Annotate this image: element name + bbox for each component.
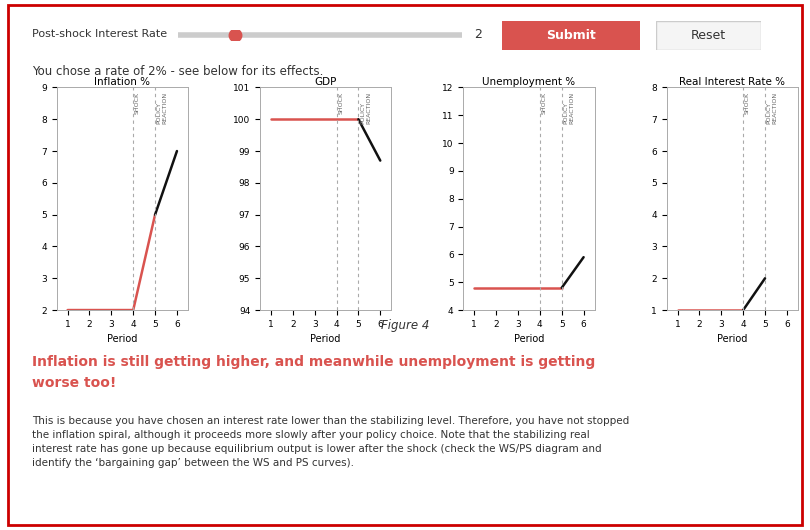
Text: POLICY
REACTION: POLICY REACTION [767, 92, 778, 124]
Title: Inflation %: Inflation % [94, 77, 151, 87]
X-axis label: Period: Period [717, 334, 748, 344]
Text: You chose a rate of 2% - see below for its effects.: You chose a rate of 2% - see below for i… [32, 65, 324, 78]
Text: POLICY
REACTION: POLICY REACTION [564, 92, 574, 124]
Title: GDP: GDP [314, 77, 337, 87]
Text: POLICY
REACTION: POLICY REACTION [360, 92, 371, 124]
Text: SHOCK: SHOCK [339, 92, 343, 114]
Text: SHOCK: SHOCK [542, 92, 547, 114]
Text: Submit: Submit [546, 29, 596, 42]
FancyBboxPatch shape [502, 21, 640, 50]
Text: SHOCK: SHOCK [135, 92, 140, 114]
FancyBboxPatch shape [656, 21, 761, 50]
Text: 2: 2 [474, 28, 482, 41]
Title: Real Interest Rate %: Real Interest Rate % [680, 77, 785, 87]
X-axis label: Period: Period [514, 334, 544, 344]
X-axis label: Period: Period [107, 334, 138, 344]
Text: Reset: Reset [691, 29, 727, 42]
Text: SHOCK: SHOCK [745, 92, 750, 114]
Text: Inflation is still getting higher, and meanwhile unemployment is getting
worse t: Inflation is still getting higher, and m… [32, 355, 595, 390]
Text: POLICY
REACTION: POLICY REACTION [157, 92, 168, 124]
Text: This is because you have chosen an interest rate lower than the stabilizing leve: This is because you have chosen an inter… [32, 416, 629, 468]
Text: Figure 4: Figure 4 [381, 320, 429, 332]
X-axis label: Period: Period [310, 334, 341, 344]
Title: Unemployment %: Unemployment % [483, 77, 575, 87]
Text: Post-shock Interest Rate: Post-shock Interest Rate [32, 30, 168, 39]
